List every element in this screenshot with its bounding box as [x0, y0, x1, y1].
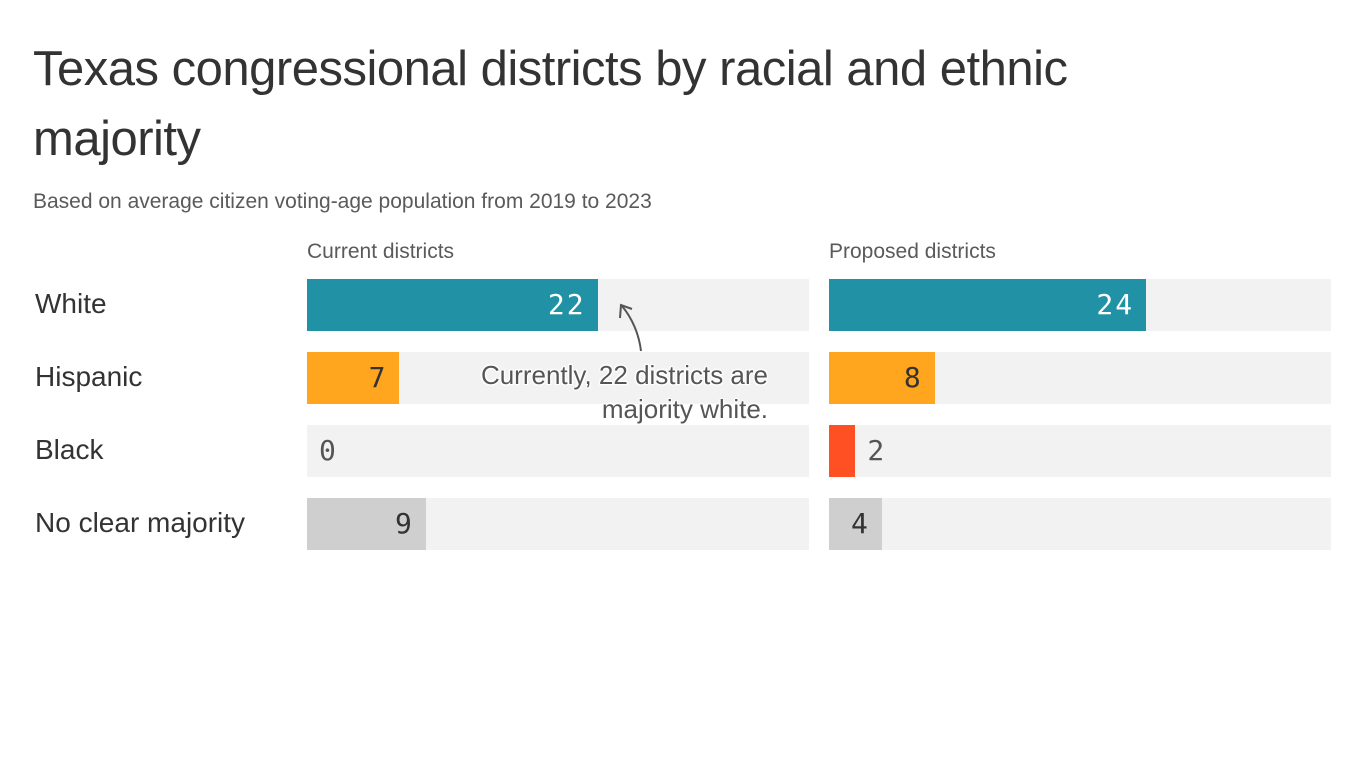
- panel-title-proposed: Proposed districts: [829, 240, 996, 263]
- bar-track-black: 2: [829, 425, 1331, 477]
- bar-hispanic: [829, 352, 935, 404]
- bar-no-clear-majority: [829, 498, 882, 550]
- bar-track-white: 24: [829, 279, 1331, 331]
- data-label-white: 24: [1096, 288, 1135, 321]
- category-label-black: Black: [35, 434, 104, 465]
- data-label-black: 0: [319, 434, 338, 467]
- data-label-hispanic: 8: [903, 361, 923, 394]
- bar-track-no-clear-majority: 4: [829, 498, 1331, 550]
- bar-black: [829, 425, 856, 477]
- category-label-no-clear-majority: No clear majority: [35, 507, 246, 538]
- bar-track-no-clear-majority: 9: [307, 498, 809, 550]
- data-label-no-clear-majority: 4: [850, 507, 870, 540]
- annotation-text: Currently, 22 districts are majority whi…: [480, 360, 768, 424]
- bar-hispanic: [307, 352, 400, 404]
- bar-track-hispanic: 7: [307, 352, 809, 404]
- panel-title-current: Current districts: [307, 240, 455, 263]
- data-label-no-clear-majority: 9: [395, 507, 414, 540]
- data-label-white: 22: [547, 288, 586, 321]
- category-label-white: White: [35, 288, 107, 319]
- category-label-hispanic: Hispanic: [35, 361, 143, 392]
- data-label-black: 2: [867, 434, 887, 467]
- bar-white: [829, 279, 1147, 331]
- data-label-hispanic: 7: [368, 361, 388, 394]
- bar-no-clear-majority: [307, 498, 426, 550]
- bar-track-black: 0: [307, 425, 809, 477]
- bar-track-hispanic: 8: [829, 352, 1331, 404]
- chart-title: Texas congressional districts by racial …: [33, 42, 1068, 166]
- chart-subtitle: Based on average citizen voting-age popu…: [33, 190, 652, 213]
- bar-white: [307, 279, 598, 331]
- annotation-arrow-icon: [619, 303, 642, 352]
- bar-track-white: 22: [307, 279, 809, 331]
